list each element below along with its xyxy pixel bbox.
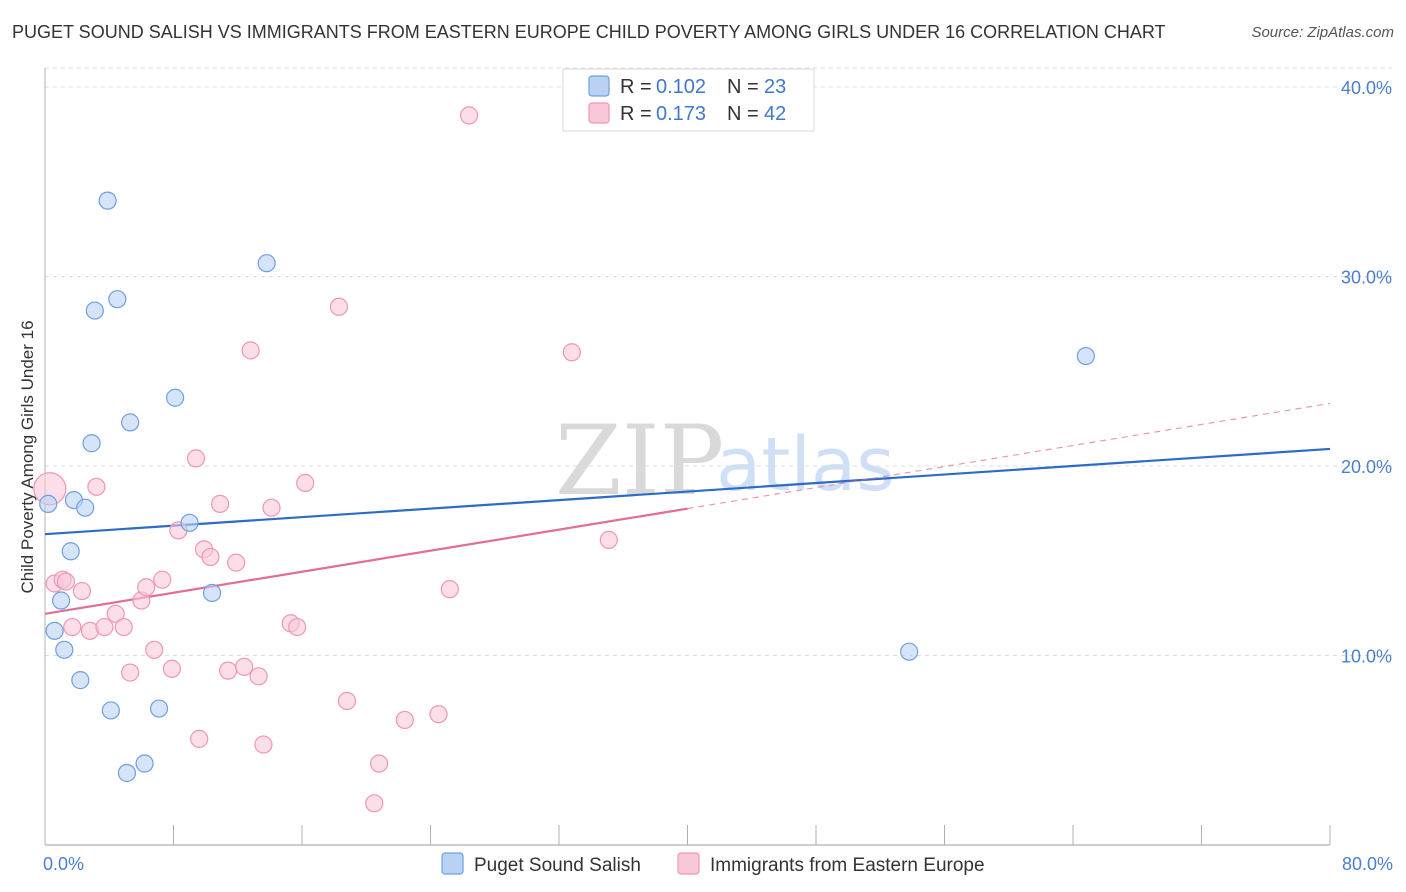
point-salish-12 [108, 290, 127, 309]
y-axis-title: Child Poverty Among Girls Under 16 [18, 320, 37, 593]
y-tick-label-3: 40.0% [1341, 78, 1392, 98]
point-salish-2 [51, 591, 71, 610]
legend-n-value-0: 23 [764, 76, 786, 98]
x-ticks: 0.0% 80.0% [43, 825, 1393, 874]
point-eastern-europe-4 [63, 617, 82, 637]
trend-line-1 [44, 507, 688, 615]
watermark: ZIP atlas [555, 405, 895, 517]
point-eastern-europe-15 [153, 570, 172, 589]
point-eastern-europe-26 [241, 341, 260, 360]
legend-bottom: Puget Sound Salish Immigrants from Easte… [441, 852, 985, 876]
point-eastern-europe-13 [137, 578, 156, 597]
legend-r-value-0: 0.102 [656, 76, 706, 98]
point-eastern-europe-9 [106, 604, 125, 623]
point-eastern-europe-35 [370, 754, 389, 773]
point-eastern-europe-7 [87, 477, 106, 496]
point-salish-15 [135, 754, 154, 773]
point-eastern-europe-16 [162, 659, 181, 678]
y-tick-label-0: 10.0% [1341, 646, 1392, 666]
point-eastern-europe-10 [114, 617, 133, 637]
point-salish-21 [900, 642, 919, 661]
point-salish-3 [55, 640, 74, 659]
point-salish-19 [202, 583, 222, 603]
data-points [33, 106, 1095, 813]
point-salish-4 [61, 542, 80, 561]
point-eastern-europe-21 [201, 547, 220, 567]
bottom-legend-swatch-pink [677, 852, 700, 875]
trend-line-0 [44, 447, 1331, 536]
bottom-legend-label-pink: Immigrants from Eastern Europe [710, 855, 985, 876]
legend-n-label-1: N = [727, 103, 759, 125]
point-eastern-europe-40 [459, 106, 479, 125]
point-eastern-europe-29 [262, 498, 281, 517]
point-salish-1 [45, 621, 64, 640]
chart-title: PUGET SOUND SALISH VS IMMIGRANTS FROM EA… [12, 22, 1166, 42]
trend-lines [44, 402, 1331, 615]
legend-r-value-1: 0.173 [656, 103, 706, 125]
watermark-zip: ZIP [555, 405, 724, 517]
legend-n-value-1: 42 [764, 103, 786, 125]
point-salish-8 [82, 434, 101, 453]
point-salish-14 [121, 413, 140, 432]
point-eastern-europe-36 [365, 794, 384, 813]
point-eastern-europe-23 [219, 661, 238, 680]
point-eastern-europe-24 [227, 553, 246, 572]
chart-source: Source: ZipAtlas.com [1251, 24, 1394, 41]
point-salish-20 [257, 254, 276, 273]
point-eastern-europe-22 [210, 494, 230, 513]
point-salish-9 [85, 301, 104, 320]
watermark-atlas: atlas [716, 422, 895, 508]
point-salish-22 [1076, 346, 1095, 366]
point-eastern-europe-3 [56, 572, 75, 591]
y-tick-labels: 10.0% 20.0% 30.0% 40.0% [1341, 78, 1392, 667]
point-eastern-europe-38 [429, 705, 448, 724]
point-eastern-europe-39 [440, 580, 459, 599]
point-eastern-europe-8 [95, 617, 114, 637]
point-eastern-europe-5 [72, 581, 92, 601]
point-salish-10 [98, 191, 117, 210]
legend-swatch-blue [588, 75, 610, 97]
bottom-legend-swatch-blue [441, 852, 464, 875]
legend-r-label-1: R = [620, 103, 652, 125]
x-tick-label-1: 80.0% [1342, 854, 1393, 874]
bottom-legend-label-blue: Puget Sound Salish [474, 855, 641, 876]
point-salish-6 [71, 671, 90, 690]
x-tick-label-0: 0.0% [43, 854, 84, 874]
point-eastern-europe-28 [254, 735, 273, 754]
point-eastern-europe-37 [395, 710, 414, 730]
point-eastern-europe-11 [121, 663, 140, 682]
point-salish-11 [101, 701, 120, 720]
point-eastern-europe-32 [296, 473, 315, 493]
legend-n-label-0: N = [727, 76, 759, 98]
point-eastern-europe-42 [599, 530, 618, 549]
point-eastern-europe-31 [288, 617, 307, 637]
point-salish-18 [180, 513, 199, 532]
point-salish-13 [117, 763, 137, 783]
point-salish-0 [39, 494, 58, 513]
point-salish-17 [166, 388, 185, 407]
point-eastern-europe-33 [329, 297, 349, 316]
y-tick-label-1: 20.0% [1341, 457, 1392, 477]
point-eastern-europe-25 [235, 657, 254, 676]
y-tick-label-2: 30.0% [1341, 267, 1392, 287]
legend-swatch-pink [588, 102, 610, 124]
gridlines [45, 67, 1392, 656]
point-eastern-europe-19 [190, 729, 209, 748]
point-eastern-europe-14 [145, 640, 164, 659]
point-salish-16 [149, 699, 169, 718]
point-salish-7 [76, 498, 95, 517]
point-eastern-europe-18 [186, 449, 206, 468]
legend-r-label-0: R = [620, 76, 652, 98]
legend-top: R = 0.102 N = 23 R = 0.173 N = 42 [562, 68, 815, 132]
point-eastern-europe-41 [562, 343, 581, 362]
point-eastern-europe-27 [249, 667, 268, 686]
point-eastern-europe-34 [337, 691, 357, 711]
trend-line-extension-1 [687, 402, 1331, 510]
